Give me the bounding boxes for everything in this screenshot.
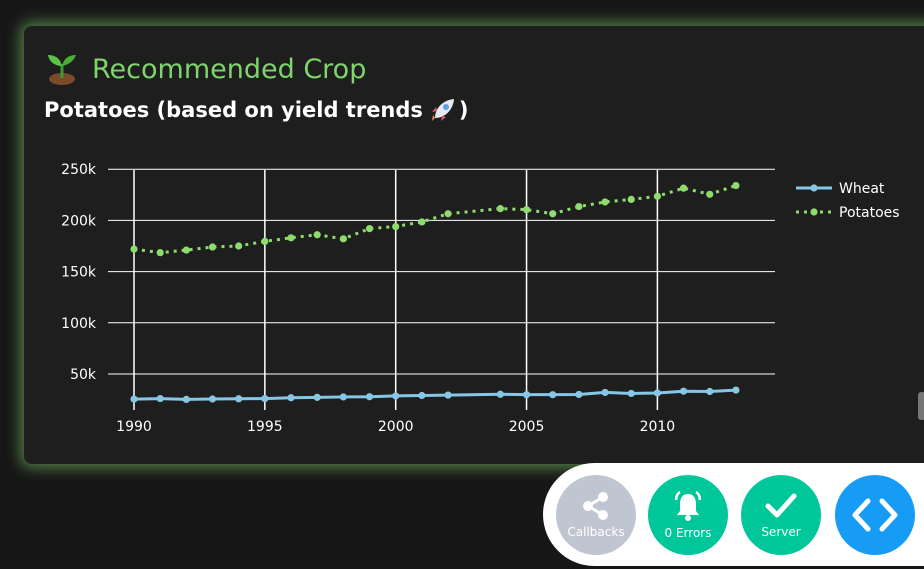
server-button[interactable]: Server — [741, 475, 821, 555]
data-point-wheat — [497, 391, 504, 398]
data-point-potatoes — [706, 191, 713, 198]
callbacks-label: Callbacks — [567, 525, 624, 539]
data-point-wheat — [314, 394, 321, 401]
data-point-wheat — [706, 388, 713, 395]
data-point-wheat — [287, 394, 294, 401]
data-point-wheat — [680, 388, 687, 395]
data-point-potatoes — [654, 193, 661, 200]
errors-label: 0 Errors — [665, 526, 712, 540]
data-point-potatoes — [732, 182, 739, 189]
data-point-wheat — [157, 395, 164, 402]
data-point-potatoes — [261, 238, 268, 245]
y-tick-label: 50k — [70, 367, 97, 383]
data-point-wheat — [130, 395, 137, 402]
data-point-wheat — [575, 391, 582, 398]
x-tick-label: 1995 — [247, 419, 283, 435]
data-point-wheat — [183, 396, 190, 403]
data-point-wheat — [628, 390, 635, 397]
data-point-potatoes — [549, 210, 556, 217]
data-point-potatoes — [287, 234, 294, 241]
data-point-wheat — [549, 391, 556, 398]
data-point-potatoes — [497, 205, 504, 212]
data-point-potatoes — [314, 231, 321, 238]
scroll-handle[interactable] — [918, 392, 924, 420]
data-point-potatoes — [601, 198, 608, 205]
data-point-wheat — [654, 389, 661, 396]
data-point-potatoes — [444, 210, 451, 217]
y-axis-ticks: 50k 100k 150k 200k 250k — [61, 162, 97, 383]
data-point-potatoes — [130, 245, 137, 252]
data-point-wheat — [523, 391, 530, 398]
data-point-wheat — [340, 393, 347, 400]
legend-swatch-marker — [810, 184, 817, 191]
data-point-potatoes — [418, 218, 425, 225]
bell-icon — [672, 490, 704, 522]
y-tick-label: 100k — [61, 316, 97, 332]
data-point-potatoes — [523, 206, 530, 213]
data-point-potatoes — [366, 225, 373, 232]
data-point-potatoes — [157, 249, 164, 256]
data-point-potatoes — [680, 185, 687, 192]
data-point-wheat — [235, 395, 242, 402]
data-point-potatoes — [340, 235, 347, 242]
checkmark-icon — [764, 491, 798, 521]
x-tick-label: 2000 — [378, 419, 414, 435]
data-point-potatoes — [392, 223, 399, 230]
x-tick-label: 2010 — [640, 419, 676, 435]
chart-grid — [108, 169, 775, 410]
errors-button[interactable]: 0 Errors — [648, 475, 728, 555]
data-point-wheat — [366, 393, 373, 400]
data-point-wheat — [732, 386, 739, 393]
y-tick-label: 250k — [61, 162, 97, 178]
y-tick-label: 200k — [61, 213, 97, 229]
data-point-potatoes — [628, 196, 635, 203]
data-point-potatoes — [235, 242, 242, 249]
data-point-potatoes — [183, 246, 190, 253]
data-point-wheat — [392, 392, 399, 399]
code-toggle-button[interactable] — [835, 475, 915, 555]
y-tick-label: 150k — [61, 265, 97, 281]
share-icon — [581, 491, 611, 521]
data-point-potatoes — [209, 243, 216, 250]
data-point-wheat — [601, 389, 608, 396]
series-line-potatoes — [134, 186, 736, 253]
data-point-potatoes — [575, 203, 582, 210]
data-point-wheat — [444, 391, 451, 398]
chart-series — [130, 182, 739, 403]
series-line-wheat — [134, 390, 736, 399]
x-tick-label: 2005 — [509, 419, 545, 435]
chart-legend: Wheat Potatoes — [796, 181, 900, 221]
server-label: Server — [761, 525, 800, 539]
code-brackets-icon — [851, 495, 899, 535]
x-axis-ticks: 1990 1995 2000 2005 2010 — [116, 419, 675, 435]
legend-label: Potatoes — [839, 205, 900, 221]
data-point-wheat — [209, 395, 216, 402]
callbacks-button[interactable]: Callbacks — [556, 475, 636, 555]
data-point-wheat — [261, 395, 268, 402]
x-tick-label: 1990 — [116, 419, 152, 435]
data-point-wheat — [418, 392, 425, 399]
legend-label: Wheat — [839, 181, 885, 197]
legend-swatch-marker — [810, 208, 817, 215]
